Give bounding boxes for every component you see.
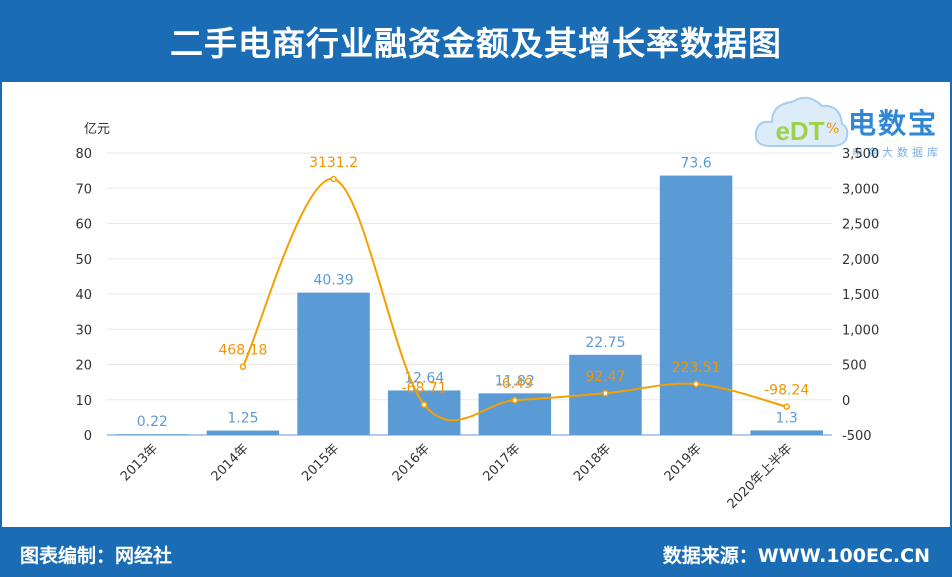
watermark-logo: eDT 电数宝 电商大数据库 xyxy=(752,84,947,164)
line-value-label: 3131.2 xyxy=(309,155,358,171)
x-tick-label: 2014年 xyxy=(209,441,252,484)
bar-value-label: 22.75 xyxy=(585,335,625,351)
y-tick-label-right: 2,500 xyxy=(842,218,879,233)
line-point xyxy=(602,389,609,397)
y-tick-label-left: 80 xyxy=(75,147,92,162)
line-point xyxy=(692,380,700,388)
cloud-icon: eDT xyxy=(754,96,849,147)
bar-series xyxy=(116,175,823,436)
x-tick-label: 2020年上半年 xyxy=(725,441,796,512)
bar xyxy=(206,430,280,435)
y-axis-left: 0 10 20 30 40 50 60 70 80 xyxy=(75,147,92,444)
footer-source: 数据来源：WWW.100EC.CN xyxy=(662,545,930,567)
footer-compiler: 图表编制：网经社 xyxy=(20,545,173,567)
bar-value-label: 73.6 xyxy=(680,156,711,172)
y-tick-label-right: 3,500 xyxy=(842,147,879,162)
bar-value-label: 12.64 xyxy=(404,370,444,386)
y-tick-label-right: 1,000 xyxy=(842,323,879,338)
y-axis-right: -500 0 500 1,000 1,500 2,000 2,500 3,000 3,500 xyxy=(842,147,879,444)
y-tick-label-left: 30 xyxy=(75,323,92,338)
bar xyxy=(297,292,370,435)
x-tick-label: 2013年 xyxy=(118,441,161,484)
bar xyxy=(659,175,733,435)
y-tick-label-left: 70 xyxy=(75,182,92,197)
line-series xyxy=(239,175,790,422)
y-tick-label-right: 500 xyxy=(842,359,867,374)
x-tick-label: 2016年 xyxy=(390,441,433,484)
line-value-label: 223.51 xyxy=(672,360,721,376)
x-tick-label: 2019年 xyxy=(662,441,705,484)
watermark-subtitle: 电商大数据库 xyxy=(852,146,942,159)
y-axis-right-label: % xyxy=(826,121,839,137)
y-tick-label-left: 50 xyxy=(75,253,92,268)
line-value-label: -98.24 xyxy=(764,383,809,399)
y-tick-label-left: 20 xyxy=(75,359,92,374)
line-point xyxy=(239,363,247,370)
y-tick-label-right: -500 xyxy=(842,429,872,444)
y-tick-label-right: 3,000 xyxy=(842,182,879,197)
chart-footer: 图表编制：网经社 数据来源：WWW.100EC.CN xyxy=(0,527,952,577)
bar xyxy=(750,430,823,435)
line-data-labels: 468.18 3131.2 -68.71 -6.49 92.47 223.51 -98.24 xyxy=(218,155,809,399)
y-tick-label-right: 0 xyxy=(842,394,850,409)
bar-value-label: 11.82 xyxy=(495,373,535,389)
bar-value-label: 40.39 xyxy=(314,273,354,289)
chart-header: 二手电商行业融资金额及其增长率数据图 xyxy=(0,0,952,82)
x-axis: 2013年 2014年 2015年 2016年 2017年 2018年 2019年 2020年… xyxy=(107,434,832,512)
line-value-label: 92.47 xyxy=(585,369,625,385)
line-point xyxy=(420,401,428,408)
y-tick-label-right: 1,500 xyxy=(842,288,879,303)
bar-value-label: 1.25 xyxy=(227,411,258,427)
line-point xyxy=(783,403,790,410)
bar-data-labels: 0.22 1.25 40.39 12.64 11.82 22.75 73.6 1.3 xyxy=(137,156,798,431)
y-tick-label-left: 0 xyxy=(84,429,92,444)
x-tick-label: 2017年 xyxy=(480,441,523,484)
y-axis-left-label: 亿元 xyxy=(84,122,110,137)
watermark-logo-text: eDT xyxy=(775,116,824,146)
bar-value-label: 1.3 xyxy=(776,410,798,426)
watermark-title: 电数宝 xyxy=(848,107,939,140)
y-tick-label-left: 40 xyxy=(75,288,92,303)
page-title: 二手电商行业融资金额及其增长率数据图 xyxy=(170,24,782,63)
y-tick-label-left: 10 xyxy=(75,394,92,409)
x-tick-label: 2018年 xyxy=(571,441,614,484)
y-tick-label-right: 2,000 xyxy=(842,253,879,268)
line-point xyxy=(511,396,519,404)
line-point xyxy=(330,175,337,183)
growth-rate-line xyxy=(242,177,787,422)
bar-value-label: 0.22 xyxy=(137,414,168,430)
line-value-label: 468.18 xyxy=(218,343,267,359)
bar xyxy=(387,390,461,435)
line-value-label: -68.71 xyxy=(402,381,447,397)
line-value-label: -6.49 xyxy=(497,376,533,392)
y-tick-label-left: 60 xyxy=(75,218,92,233)
x-tick-label: 2015年 xyxy=(299,441,342,484)
